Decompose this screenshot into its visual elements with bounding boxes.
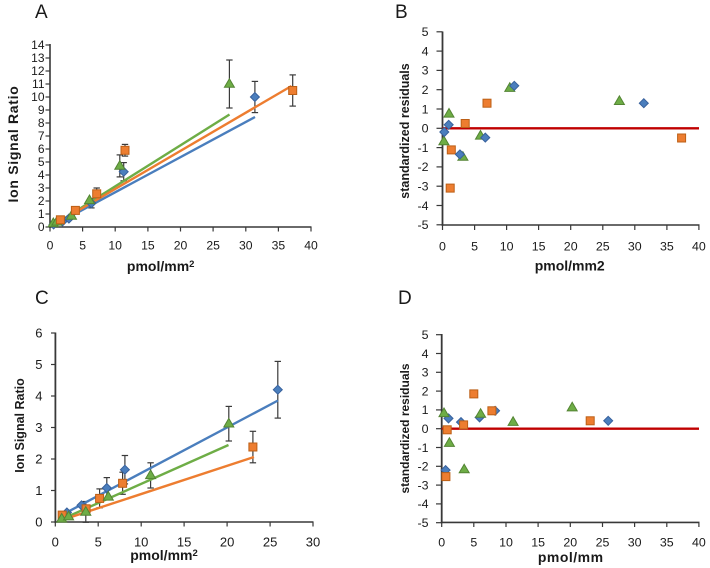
svg-text:5: 5: [422, 328, 429, 342]
svg-text:Ion Signal Ratio: Ion Signal Ratio: [13, 378, 27, 473]
svg-text:40: 40: [304, 239, 318, 253]
svg-text:15: 15: [532, 240, 546, 254]
svg-text:D: D: [398, 288, 412, 309]
svg-text:5: 5: [79, 239, 86, 253]
svg-text:0: 0: [422, 422, 429, 436]
svg-text:30: 30: [628, 240, 642, 254]
svg-text:-2: -2: [417, 460, 428, 474]
svg-text:0: 0: [422, 122, 429, 136]
svg-text:15: 15: [141, 239, 155, 253]
svg-text:2: 2: [35, 452, 42, 467]
svg-text:15: 15: [531, 536, 545, 550]
svg-text:1: 1: [38, 207, 45, 221]
svg-text:standardized residuals: standardized residuals: [398, 63, 412, 199]
svg-text:-4: -4: [417, 199, 428, 213]
svg-text:1: 1: [35, 483, 42, 498]
svg-text:30: 30: [306, 535, 320, 550]
svg-text:0: 0: [439, 240, 446, 254]
svg-text:standardized residuals: standardized residuals: [398, 363, 412, 493]
svg-text:30: 30: [628, 536, 642, 550]
svg-text:25: 25: [596, 536, 610, 550]
svg-text:-2: -2: [417, 160, 428, 174]
svg-text:2: 2: [38, 194, 45, 208]
svg-text:25: 25: [263, 535, 277, 550]
svg-text:20: 20: [220, 535, 234, 550]
svg-text:3: 3: [422, 64, 429, 78]
svg-text:10: 10: [31, 90, 45, 104]
svg-text:10: 10: [134, 535, 148, 550]
svg-text:5: 5: [470, 536, 477, 550]
svg-text:0: 0: [38, 220, 45, 234]
svg-text:8: 8: [38, 116, 45, 130]
svg-text:20: 20: [563, 536, 577, 550]
svg-text:15: 15: [177, 535, 191, 550]
svg-text:14: 14: [31, 38, 45, 52]
svg-text:pmol/mm2: pmol/mm2: [127, 258, 195, 274]
svg-text:10: 10: [500, 240, 514, 254]
svg-text:-4: -4: [417, 497, 428, 511]
svg-text:20: 20: [174, 239, 188, 253]
svg-text:12: 12: [31, 64, 45, 78]
svg-text:6: 6: [35, 326, 42, 341]
svg-text:pmol/mm: pmol/mm: [538, 549, 604, 565]
svg-text:C: C: [35, 288, 49, 309]
svg-text:Ion Signal Ratio: Ion Signal Ratio: [5, 86, 21, 203]
svg-text:2: 2: [422, 384, 429, 398]
svg-text:4: 4: [35, 389, 42, 404]
svg-text:5: 5: [422, 25, 429, 39]
svg-text:13: 13: [31, 51, 45, 65]
svg-text:4: 4: [38, 168, 45, 182]
svg-text:-3: -3: [417, 180, 428, 194]
svg-text:0: 0: [35, 515, 42, 530]
svg-text:3: 3: [38, 181, 45, 195]
svg-text:11: 11: [32, 77, 45, 91]
svg-text:35: 35: [660, 240, 674, 254]
svg-text:25: 25: [596, 240, 610, 254]
svg-text:5: 5: [471, 240, 478, 254]
svg-text:A: A: [35, 2, 48, 23]
svg-text:pmol/mm2: pmol/mm2: [130, 547, 198, 563]
svg-text:7: 7: [38, 129, 45, 143]
svg-text:5: 5: [35, 357, 42, 372]
svg-text:pmol/mm2: pmol/mm2: [535, 258, 605, 274]
svg-text:4: 4: [422, 347, 429, 361]
svg-text:35: 35: [660, 536, 674, 550]
svg-text:0: 0: [438, 536, 445, 550]
svg-text:0: 0: [47, 239, 54, 253]
svg-text:-5: -5: [417, 516, 428, 530]
svg-text:6: 6: [38, 142, 45, 156]
svg-text:25: 25: [206, 239, 220, 253]
svg-text:1: 1: [422, 102, 429, 116]
svg-text:10: 10: [499, 536, 513, 550]
svg-text:10: 10: [108, 239, 122, 253]
svg-text:-3: -3: [417, 478, 428, 492]
svg-text:40: 40: [692, 240, 706, 254]
svg-text:9: 9: [38, 103, 45, 117]
svg-text:1: 1: [422, 403, 429, 417]
svg-text:-1: -1: [417, 141, 428, 155]
svg-text:2: 2: [422, 83, 429, 97]
svg-text:-5: -5: [417, 218, 428, 232]
svg-text:3: 3: [35, 420, 42, 435]
svg-text:3: 3: [422, 366, 429, 380]
svg-text:5: 5: [38, 155, 45, 169]
svg-text:5: 5: [95, 535, 102, 550]
svg-text:30: 30: [239, 239, 253, 253]
svg-text:B: B: [395, 2, 408, 23]
svg-text:0: 0: [52, 535, 59, 550]
svg-text:40: 40: [692, 536, 706, 550]
svg-text:4: 4: [422, 44, 429, 58]
svg-text:-1: -1: [417, 441, 428, 455]
svg-text:20: 20: [564, 240, 578, 254]
svg-text:35: 35: [272, 239, 286, 253]
